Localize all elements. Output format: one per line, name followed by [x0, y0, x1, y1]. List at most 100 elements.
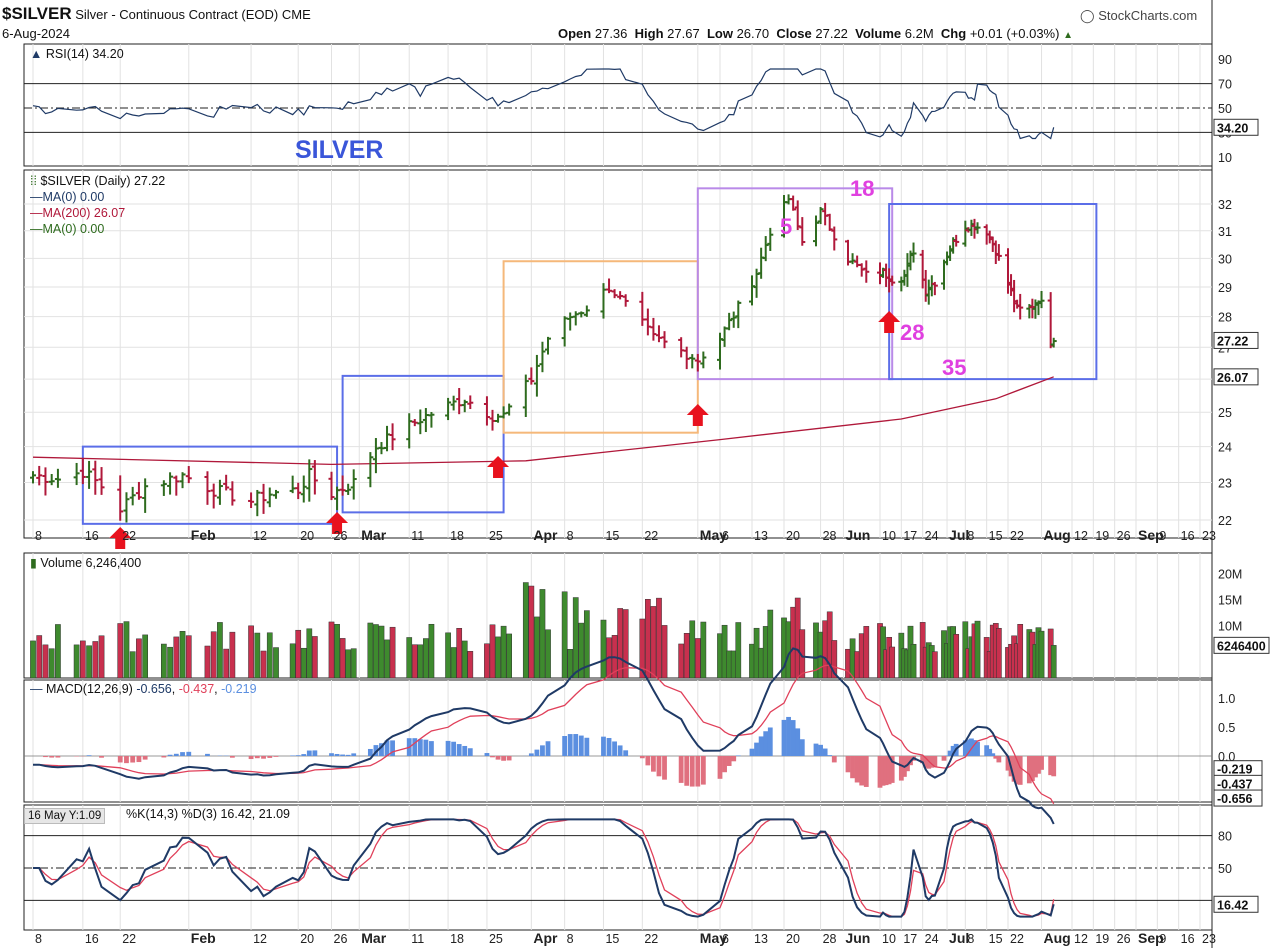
price-bar [545, 336, 551, 355]
macd-histogram-bar [534, 749, 540, 756]
panel-frames [23, 0, 1213, 948]
volume-bar [1038, 630, 1045, 679]
macd-histogram-bar [1048, 756, 1054, 776]
macd-histogram-bar [345, 754, 351, 756]
close-label: Close [776, 26, 812, 41]
macd-histogram-bar [456, 744, 462, 756]
x-axis-label: Sep [1138, 527, 1164, 543]
x-axis-label: 16 [85, 529, 99, 543]
bar-chart-icon: ⁞⁞ [30, 174, 37, 188]
price-bar [367, 452, 374, 488]
macd-histogram-bar [827, 755, 833, 756]
volume-bar [117, 623, 124, 679]
macd-histogram-bar [312, 750, 318, 756]
volume-bar [123, 621, 130, 679]
volume-bar [932, 651, 938, 679]
volume-value: 6.2M [904, 26, 934, 41]
volume-bar [567, 649, 574, 679]
price-bars [30, 194, 1057, 523]
x-axis-label: 13 [754, 529, 768, 543]
volume-bar [350, 648, 357, 679]
volume-icon: ▮ [30, 556, 37, 570]
macd-histogram-bar [1029, 756, 1035, 782]
stoch-d-line [33, 818, 1055, 918]
price-bar [123, 492, 130, 523]
x-axis-label: 13 [754, 932, 768, 946]
chg-value: +0.01 (+0.03%) [969, 26, 1060, 41]
macd-histogram-bar [612, 741, 617, 756]
price-bar [822, 202, 829, 226]
volume-bar [974, 620, 981, 679]
x-axis-label: 28 [823, 529, 837, 543]
volume-bar [522, 582, 529, 679]
volume-bar [831, 640, 838, 679]
volume-bar [55, 624, 61, 679]
x-axis-label: 8 [567, 932, 574, 946]
ma200-value-tag-box [1213, 368, 1259, 386]
stoch-tick-label: 80 [1218, 830, 1232, 844]
price-bar [817, 207, 824, 225]
macd-histogram-bar [43, 756, 48, 758]
rsi-tick-label: 50 [1218, 102, 1232, 116]
macd-histogram-bar [790, 720, 796, 756]
stoch-k-line [33, 818, 1055, 918]
volume-bar [656, 597, 662, 679]
macd-histogram-bar [506, 756, 512, 761]
volume-bar [92, 641, 99, 679]
x-axis-label: Sep [1138, 930, 1164, 946]
volume-bar [572, 597, 579, 679]
x-axis-label: 26 [1117, 529, 1131, 543]
price-bar [794, 200, 801, 231]
rsi-frame [23, 43, 1213, 167]
macd-histogram-bar [781, 719, 787, 756]
volume-bar [295, 629, 302, 679]
price-bar [683, 346, 690, 370]
x-axis-label: Feb [191, 930, 216, 946]
price-bar [216, 479, 223, 505]
rsi-value-tag: 34.20 [1217, 121, 1248, 135]
low-value: 26.70 [736, 26, 770, 41]
price-bar [522, 374, 529, 418]
price-tick-label: 23 [1218, 477, 1232, 491]
stoch-series [24, 818, 1212, 918]
volume-bar [694, 638, 701, 679]
price-bar [689, 354, 696, 369]
x-axis-label: 8 [567, 529, 574, 543]
macd-histogram-bar [1039, 756, 1044, 770]
x-axis-label: 22 [1010, 529, 1024, 543]
volume-bar [456, 628, 463, 679]
macd-histogram-bar [854, 756, 860, 783]
macd-histogram-bar [1033, 756, 1038, 778]
price-bar [378, 442, 385, 455]
macd-histogram-bar [267, 756, 273, 758]
macd-histogram-bar [950, 745, 956, 756]
price-bar [311, 460, 318, 495]
stoch-tick-label: 50 [1218, 862, 1232, 876]
range-box-purple [696, 187, 894, 381]
x-axis-label: 8 [35, 932, 42, 946]
low-label: Low [706, 26, 733, 41]
x-axis-label: 22 [644, 529, 658, 543]
macd-histogram-bar [467, 748, 473, 756]
x-axis-label: Mar [361, 527, 386, 543]
exchange: CME [281, 7, 311, 22]
buy-markers [109, 311, 901, 549]
macd-histogram-bar [984, 745, 990, 756]
macd-histogram-bar [601, 736, 606, 756]
x-axis-label: Jul [949, 930, 969, 946]
volume-bar [30, 640, 36, 679]
volume-bar [300, 647, 307, 679]
price-bar [533, 354, 540, 397]
macd-histogram-bar [889, 756, 895, 783]
price-tick-label: 31 [1218, 225, 1232, 239]
x-axis-label: Mar [361, 930, 386, 946]
price-bar [260, 483, 267, 514]
x-axis-label: 24 [925, 932, 939, 946]
price-tick-label: 22 [1218, 514, 1232, 528]
volume-bar [98, 635, 105, 679]
macd-histogram-bar [850, 756, 855, 779]
macd-histogram-bar [528, 753, 534, 756]
price-bar [98, 467, 105, 495]
macd-histogram-bar [229, 756, 235, 758]
